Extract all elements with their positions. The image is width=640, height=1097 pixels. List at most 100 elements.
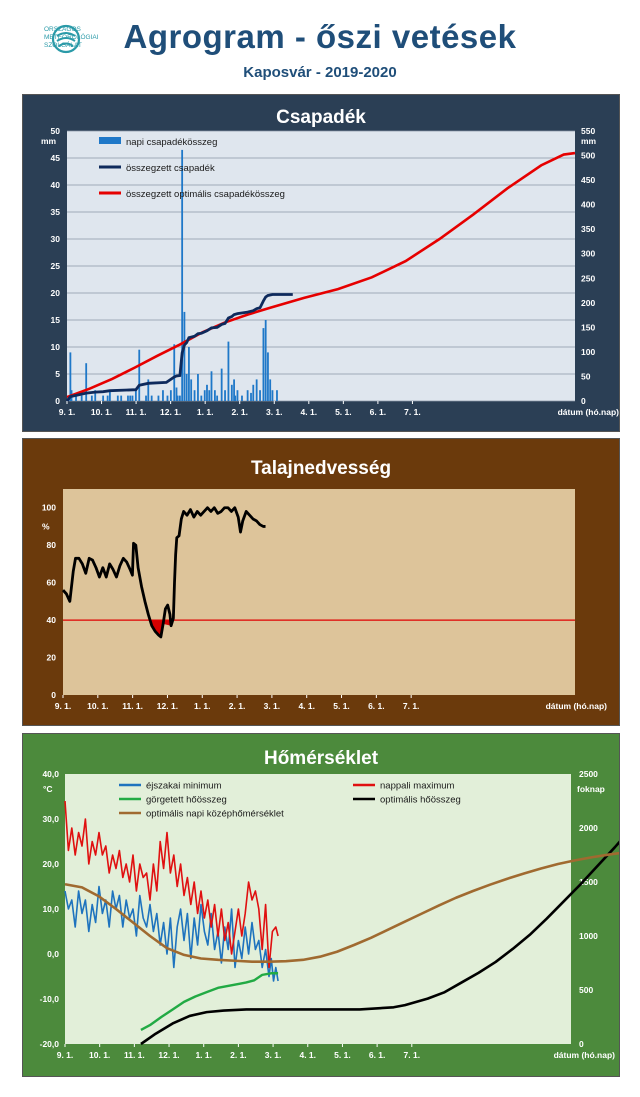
daily-precip-bar — [213, 390, 216, 401]
daily-precip-bar — [233, 379, 235, 401]
daily-precip-bar — [234, 395, 237, 401]
y2-tick-label: 1500 — [579, 877, 598, 887]
logo-line: METEOROLÓGIAI — [44, 34, 99, 41]
x-tick-label: 1. 1. — [197, 407, 214, 417]
daily-precip-bar — [85, 363, 88, 401]
y-tick-label: 50 — [51, 126, 61, 136]
daily-precip-bar — [269, 379, 272, 401]
x-tick-label: 7. 1. — [403, 701, 420, 711]
y2-tick-label: 300 — [581, 249, 595, 259]
logo-line: ORSZÁGOS — [44, 26, 81, 33]
x-tick-label: 12. 1. — [160, 407, 181, 417]
daily-precip-bar — [166, 395, 169, 401]
y-tick-label: 100 — [42, 503, 56, 513]
y-tick-label: 15 — [51, 315, 61, 325]
y2-tick-label: 500 — [579, 985, 593, 995]
y-tick-label: 0 — [55, 396, 60, 406]
y-tick-label: 0,0 — [47, 949, 59, 959]
soil-title: Talajnedvesség — [251, 458, 391, 479]
x-tick-label: 12. 1. — [158, 1050, 179, 1060]
x-tick-label: 7. 1. — [404, 407, 421, 417]
y2-tick-label: 100 — [581, 347, 595, 357]
daily-precip-bar — [106, 395, 109, 401]
soil-chart: Talajnedvesség 0 20 40 60 80 100% 9. 1. 10. 1. 1… — [23, 439, 619, 725]
legend-swatch-daily — [99, 137, 121, 144]
y-tick-label: 10 — [51, 342, 61, 352]
page-title: Agrogram - őszi vetések — [123, 18, 517, 55]
y2-tick-label: 250 — [581, 273, 595, 283]
cumulative-precip-line — [65, 293, 293, 402]
daily-precip-bar — [224, 390, 226, 401]
daily-precip-bar — [178, 395, 181, 401]
temp-panel: Hőmérséklet -20,0 -10,0 0,0 10,0 20,0 30,0 40,… — [22, 733, 620, 1077]
daily-precip-bar — [183, 311, 186, 401]
legend-label: összegzett optimális csapadékösszeg — [126, 189, 285, 200]
daily-precip-bar — [102, 395, 105, 401]
soil-moisture-line — [61, 506, 266, 639]
y-tick-label: -20,0 — [40, 1039, 60, 1049]
daily-precip-bar — [94, 390, 97, 401]
daily-precip-bar — [75, 395, 77, 401]
y2-tick-label: 350 — [581, 224, 595, 234]
y-unit-label: °C — [43, 784, 53, 794]
temp-title: Hőmérséklet — [264, 748, 379, 769]
y2-tick-label: 450 — [581, 175, 595, 185]
x-tick-label: 2. 1. — [230, 1050, 247, 1060]
y-tick-label: 45 — [51, 153, 61, 163]
precip-chart: Csapadék 0510152025303540455005010015020… — [23, 95, 619, 431]
x-tick-label: 10. 1. — [91, 407, 112, 417]
y-tick-label: 25 — [51, 261, 61, 271]
precip-panel: Csapadék 0 5 10 15 20 25 30 35 40 45 50 0 50 100 150 20… — [22, 94, 620, 432]
daily-precip-bar — [208, 390, 211, 401]
x-tick-label: 10. 1. — [87, 701, 108, 711]
daily-precip-bar — [134, 390, 137, 401]
daily-precip-bar — [252, 384, 255, 401]
daily-precip-bar — [236, 390, 239, 401]
x-tick-label: 9. 1. — [55, 701, 72, 711]
y-tick-label: 30,0 — [42, 814, 59, 824]
y2-tick-label: 0 — [581, 396, 586, 406]
x-axis-label: dátum (hó.nap) — [558, 407, 619, 417]
daily-precip-bar — [206, 384, 208, 401]
optimal-cumulative-line — [66, 151, 576, 399]
daily-precip-bar — [162, 390, 164, 401]
daily-precip-bar — [181, 149, 184, 401]
daily-precip-bar — [80, 395, 83, 401]
y-tick-label: 20,0 — [42, 859, 59, 869]
legend-label: napi csapadékösszeg — [126, 137, 217, 148]
daily-precip-bar — [150, 395, 153, 401]
x-axis-label: dátum (hó.nap) — [546, 701, 608, 711]
legend-label: optimális hőösszeg — [380, 795, 461, 806]
y-tick-label: 60 — [47, 578, 57, 588]
daily-precip-bar — [259, 390, 261, 401]
y-tick-label: 40 — [47, 615, 57, 625]
daily-precip-bar — [129, 395, 132, 401]
y-unit-label: mm — [41, 136, 57, 146]
daily-precip-bar — [203, 390, 206, 401]
temp-series-line — [64, 800, 279, 969]
daily-precip-bar — [241, 395, 243, 401]
y-tick-label: -10,0 — [40, 994, 60, 1004]
daily-precip-bar — [127, 395, 129, 401]
x-tick-label: 6. 1. — [370, 407, 387, 417]
logo-line: SZOLGÁLAT — [44, 42, 82, 49]
y2-tick-label: 50 — [581, 371, 591, 381]
daily-precip-bar — [176, 395, 179, 401]
daily-precip-bar — [255, 379, 258, 401]
daily-precip-bar — [116, 395, 119, 401]
precip-title: Csapadék — [276, 107, 366, 128]
daily-precip-bar — [147, 379, 150, 401]
y-tick-label: 20 — [47, 653, 57, 663]
daily-precip-bar — [190, 379, 193, 401]
omsz-logo-icon — [51, 24, 81, 54]
temp-series-line — [64, 851, 619, 963]
daily-precip-bar — [120, 395, 123, 401]
daily-precip-bar — [210, 371, 213, 401]
daily-precip-bar — [108, 390, 111, 401]
x-tick-label: 1. 1. — [194, 701, 211, 711]
daily-precip-bar — [145, 395, 147, 401]
x-tick-label: 5. 1. — [335, 407, 352, 417]
y-unit-label: % — [42, 521, 50, 531]
temp-series-line — [140, 840, 619, 1046]
y2-tick-label: 1000 — [579, 931, 598, 941]
